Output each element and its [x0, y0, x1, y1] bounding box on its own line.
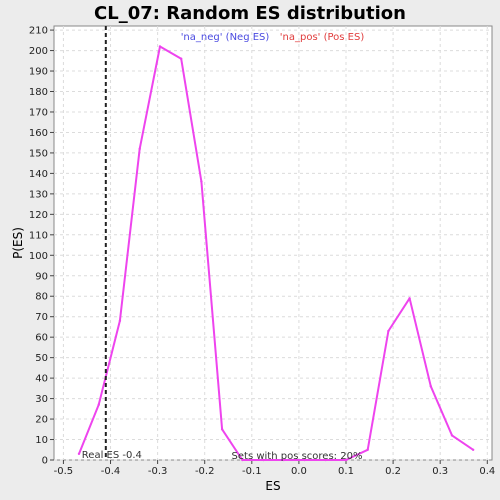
- y-tick-label: 20: [35, 415, 48, 426]
- y-tick-label: 210: [29, 26, 48, 37]
- data-point: [179, 57, 183, 60]
- y-tick-label: 0: [42, 456, 48, 467]
- data-point: [158, 45, 162, 48]
- x-tick-label: 0.4: [479, 466, 495, 477]
- y-tick-label: 140: [29, 169, 48, 180]
- data-point: [450, 434, 454, 437]
- grid-lines: [54, 26, 492, 461]
- x-tick-label: -0.4: [101, 466, 121, 477]
- x-tick-label: 0.3: [432, 466, 448, 477]
- data-point: [220, 428, 224, 431]
- legend-entry-pos: 'na_pos' (Pos ES): [280, 32, 365, 43]
- data-point: [241, 458, 244, 462]
- data-point: [344, 458, 348, 462]
- data-point: [387, 329, 390, 333]
- legend-entry-neg: 'na_neg' (Neg ES): [181, 32, 270, 43]
- x-tick-label: -0.5: [54, 466, 74, 477]
- data-point: [200, 180, 203, 183]
- x-tick-label: -0.1: [242, 466, 262, 477]
- y-tick-label: 60: [35, 333, 48, 344]
- data-point: [77, 452, 81, 456]
- y-tick-label: 50: [35, 353, 48, 364]
- y-tick-label: 170: [29, 107, 48, 118]
- data-point: [408, 297, 411, 300]
- y-tick-label: 190: [29, 67, 48, 78]
- x-tick-label: 0.2: [385, 466, 401, 477]
- data-point: [471, 448, 475, 451]
- data-point: [138, 147, 141, 151]
- axis-ticks: 0 10 20 30 40 50 60 70 80 90 100 110 120 130 140 150 160…: [29, 26, 495, 477]
- real-es-layer: Real ES -0.4: [82, 26, 142, 461]
- data-point: [97, 403, 100, 406]
- y-tick-label: 200: [29, 46, 48, 57]
- y-tick-label: 80: [35, 292, 48, 303]
- data-point: [324, 458, 327, 462]
- data-point: [429, 385, 432, 388]
- x-tick-label: 0.0: [291, 466, 307, 477]
- data-point: [282, 458, 286, 462]
- y-tick-label: 90: [35, 271, 48, 282]
- y-tick-label: 110: [29, 230, 48, 241]
- y-tick-label: 30: [35, 394, 48, 405]
- x-tick-label: -0.2: [195, 466, 215, 477]
- series-layer: [77, 45, 475, 462]
- y-tick-label: 130: [29, 189, 48, 200]
- y-tick-label: 160: [29, 128, 48, 139]
- y-tick-label: 120: [29, 210, 48, 221]
- data-point: [303, 458, 306, 462]
- x-axis-label: ES: [265, 479, 280, 493]
- y-tick-label: 10: [35, 435, 48, 446]
- y-tick-label: 70: [35, 312, 48, 323]
- y-tick-label: 180: [29, 87, 48, 98]
- data-point: [262, 458, 265, 462]
- y-axis-label: P(ES): [11, 227, 25, 259]
- x-tick-label: 0.1: [338, 466, 354, 477]
- plot-area: [53, 25, 493, 461]
- y-tick-label: 150: [29, 148, 48, 159]
- y-tick-label: 40: [35, 374, 48, 385]
- x-tick-label: -0.3: [148, 466, 168, 477]
- y-tick-label: 100: [29, 251, 48, 262]
- data-point: [118, 319, 122, 322]
- real-es-label: Real ES -0.4: [82, 450, 142, 461]
- es-distribution-line: [78, 45, 474, 461]
- chart-title: CL_07: Random ES distribution: [94, 3, 406, 24]
- data-point: [366, 448, 369, 451]
- pos-scores-annotation: Sets with pos scores: 20%: [232, 451, 363, 462]
